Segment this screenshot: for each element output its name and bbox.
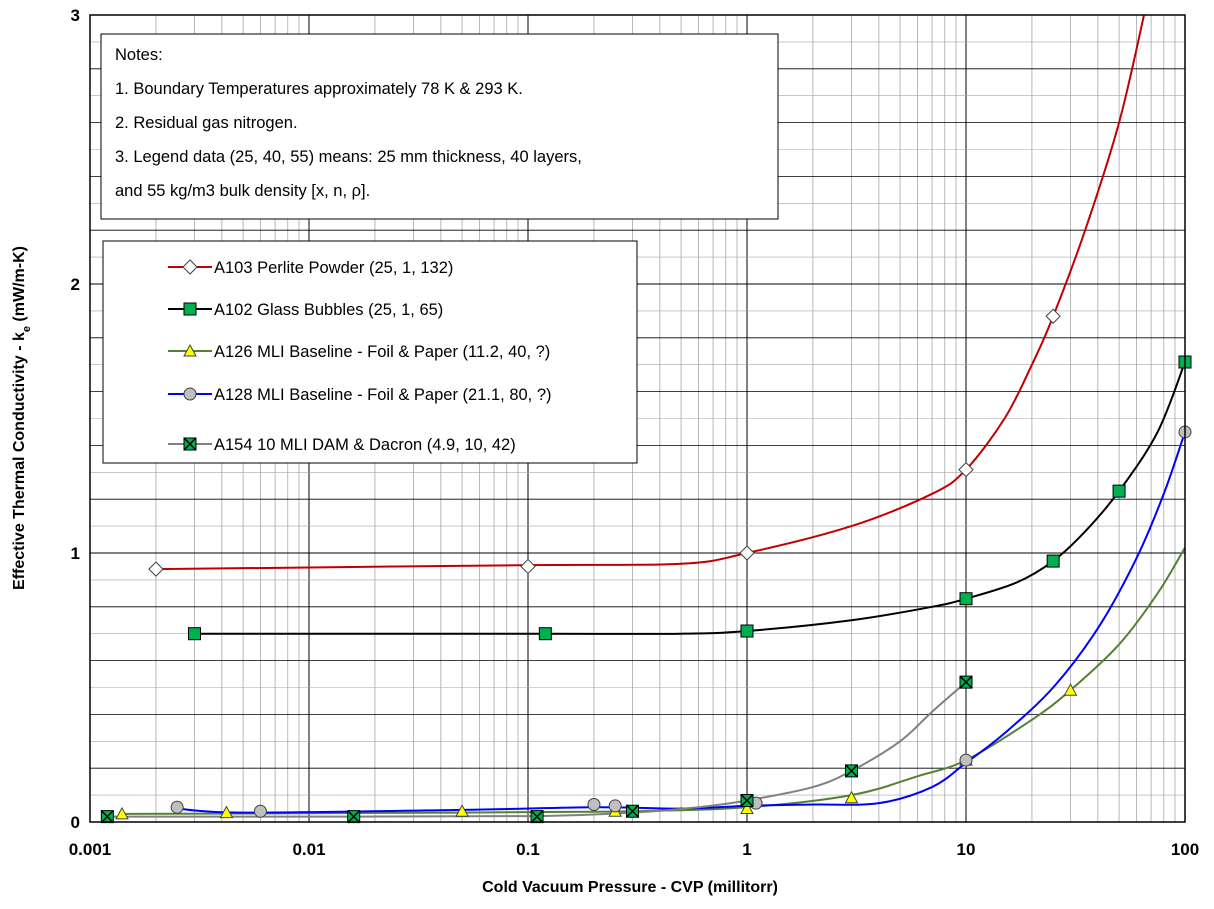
legend-label-2: A126 MLI Baseline - Foil & Paper (11.2, … <box>214 343 550 361</box>
legend-label-3: A128 MLI Baseline - Foil & Paper (21.1, … <box>214 386 552 404</box>
legend-marker-3 <box>183 387 197 401</box>
data-point-series-3 <box>253 804 267 818</box>
data-point-series-3 <box>587 798 601 812</box>
y-tick-label: 0 <box>71 813 80 832</box>
y-tick-label: 3 <box>71 6 80 25</box>
data-point-series-1 <box>187 627 201 641</box>
x-tick-label: 0.01 <box>292 840 325 859</box>
data-point-series-0 <box>148 561 164 577</box>
data-point-series-2 <box>844 790 859 804</box>
notes-box: Notes: 1. Boundary Temperatures approxim… <box>100 33 779 220</box>
series-line-2 <box>121 547 1185 815</box>
y-tick-label: 2 <box>71 275 80 294</box>
x-tick-label: 100 <box>1171 840 1199 859</box>
data-point-series-1 <box>1112 484 1126 498</box>
data-point-series-0 <box>739 545 755 561</box>
x-tick-label: 0.001 <box>69 840 112 859</box>
data-point-series-4 <box>625 804 640 818</box>
data-point-series-1 <box>959 592 973 606</box>
series-markers <box>100 308 1192 824</box>
notes-line-1: 1. Boundary Temperatures approximately 7… <box>115 80 523 98</box>
data-point-series-4 <box>100 810 114 824</box>
y-tick-label: 1 <box>71 544 80 563</box>
legend-label-1: A102 Glass Bubbles (25, 1, 65) <box>214 301 443 319</box>
legend-marker-0 <box>182 259 198 275</box>
x-axis-title: Cold Vacuum Pressure - CVP (millitorr) <box>482 879 778 896</box>
notes-line-4: and 55 kg/m3 bulk density [x, n, ρ]. <box>115 182 370 200</box>
series-line-0 <box>155 15 1146 571</box>
data-point-series-2 <box>115 806 129 820</box>
notes-line-3: 3. Legend data (25, 40, 55) means: 25 mm… <box>115 148 582 166</box>
data-point-series-4 <box>844 764 859 778</box>
legend: A103 Perlite Powder (25, 1, 132) A102 Gla… <box>102 240 638 464</box>
data-point-series-2 <box>740 801 754 815</box>
series-line-4 <box>107 681 967 818</box>
data-point-series-3 <box>608 799 622 813</box>
x-tick-label: 1 <box>742 840 751 859</box>
data-point-series-3 <box>959 753 973 767</box>
data-point-series-4 <box>530 810 544 824</box>
data-point-series-4 <box>740 793 754 808</box>
data-point-series-1 <box>1046 554 1060 568</box>
legend-label-0: A103 Perlite Powder (25, 1, 132) <box>214 259 453 277</box>
legend-marker-1 <box>183 302 197 316</box>
data-point-series-2 <box>1063 683 1078 696</box>
data-point-series-0 <box>1045 308 1061 324</box>
data-point-series-3 <box>170 800 184 814</box>
data-point-series-4 <box>347 810 361 824</box>
legend-label-4: A154 10 MLI DAM & Dacron (4.9, 10, 42) <box>214 436 516 454</box>
legend-marker-2 <box>183 343 197 357</box>
y-axis-title: Effective Thermal Conductivity - ke (mW/… <box>11 246 33 590</box>
notes-line-2: 2. Residual gas nitrogen. <box>115 114 298 132</box>
data-point-series-2 <box>455 804 469 817</box>
data-point-series-1 <box>740 624 754 638</box>
data-point-series-0 <box>520 558 536 575</box>
data-point-series-4 <box>959 675 973 689</box>
plot-frame <box>89 14 1186 823</box>
notes-line-0: Notes: <box>115 46 163 64</box>
tick-labels: 0.001 0.01 0.1 1 10 100 0 1 2 3 <box>69 6 1199 859</box>
data-point-series-2 <box>219 805 234 819</box>
data-point-series-1 <box>538 627 552 641</box>
legend-marker-4 <box>183 437 197 451</box>
x-tick-label: 10 <box>957 840 976 859</box>
x-tick-label: 0.1 <box>516 840 540 859</box>
data-point-series-0 <box>958 461 974 478</box>
